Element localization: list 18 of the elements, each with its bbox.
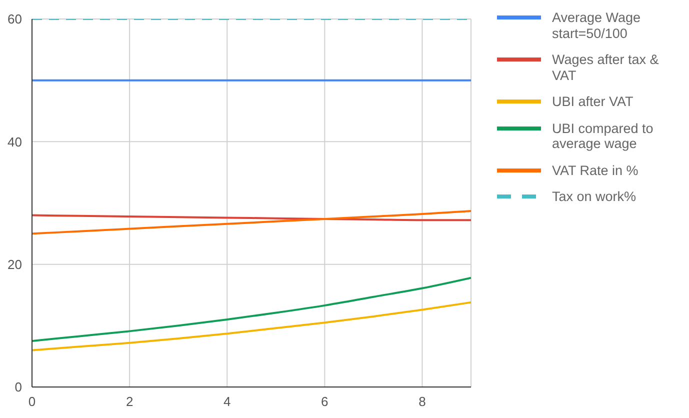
x-tick-label: 4	[223, 394, 231, 410]
legend-label: Wages after tax & VAT	[552, 52, 660, 83]
line-series	[32, 210, 471, 235]
x-tick-label: 6	[321, 394, 328, 410]
x-tick-label: 2	[126, 394, 134, 410]
legend-label: VAT Rate in %	[552, 162, 640, 178]
line-series	[32, 301, 471, 352]
y-tick-label: 20	[8, 256, 22, 272]
x-tick-label: 8	[418, 394, 426, 410]
legend-label: UBI after VAT	[552, 94, 634, 110]
y-tick-label: 0	[14, 380, 22, 395]
legend-label: Tax on work%	[552, 189, 638, 204]
y-tick-label: 60	[8, 12, 22, 27]
y-tick-label: 40	[8, 134, 22, 150]
line-series	[32, 276, 471, 342]
legend-label: Average Wage start=50/100	[552, 10, 642, 41]
x-tick-label: 0	[28, 394, 36, 410]
legend-label: UBI compared to average wage	[552, 120, 654, 152]
